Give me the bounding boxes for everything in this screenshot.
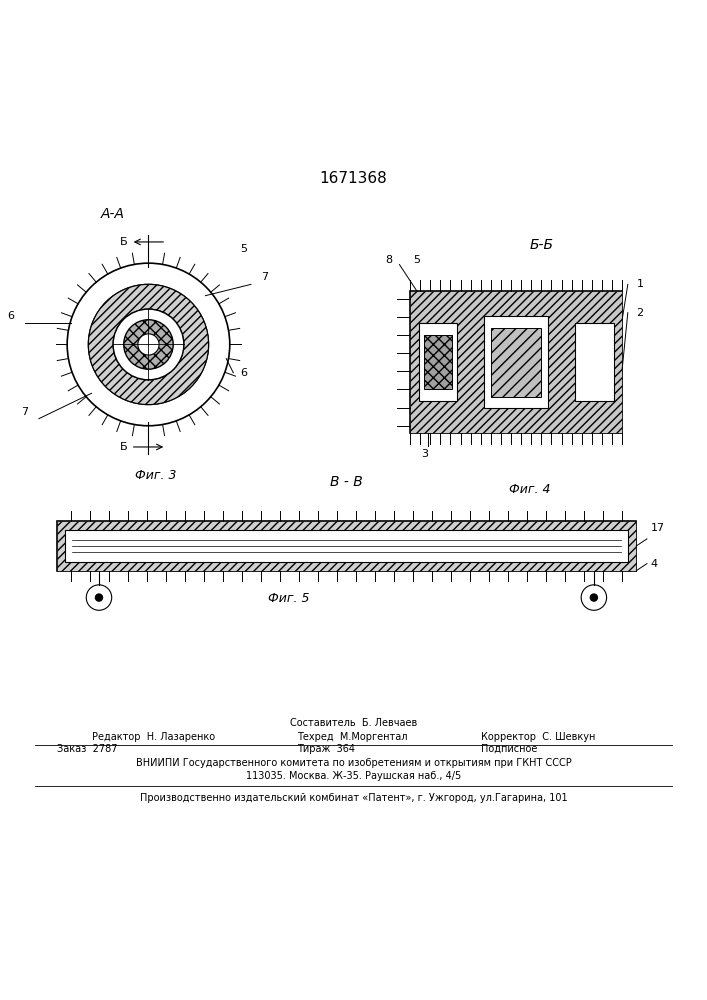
Text: Подписное: Подписное [481,744,537,754]
Text: 113035. Москва. Ж-35. Раушская наб., 4/5: 113035. Москва. Ж-35. Раушская наб., 4/5 [246,771,461,781]
Text: Тираж  364: Тираж 364 [297,744,355,754]
Bar [484,316,548,408]
Text: А-А: А-А [101,207,125,221]
Text: ВНИИПИ Государственного комитета по изобретениям и открытиям при ГКНТ СССР: ВНИИПИ Государственного комитета по изоб… [136,758,571,768]
Bar [491,328,541,397]
Text: Б: Б [120,442,127,452]
Text: 4: 4 [650,559,658,569]
Bar [65,530,628,562]
Circle shape [95,593,103,602]
Text: Производственно издательский комбинат «Патент», г. Ужгород, ул.Гагарина, 101: Производственно издательский комбинат «П… [140,793,567,803]
Text: Б: Б [120,237,127,247]
Text: 2: 2 [636,308,643,318]
Bar [575,323,614,401]
Circle shape [590,593,598,602]
Text: Фиг. 3: Фиг. 3 [135,469,176,482]
Text: 7: 7 [262,272,269,282]
Text: Составитель  Б. Левчаев: Составитель Б. Левчаев [290,718,417,728]
Text: 5: 5 [240,244,247,254]
Bar [419,323,457,401]
Text: Фиг. 5: Фиг. 5 [268,592,309,605]
Bar [424,335,452,389]
Text: Б-Б: Б-Б [530,238,554,252]
Text: Заказ  2787: Заказ 2787 [57,744,117,754]
Circle shape [113,309,184,380]
Text: 7: 7 [21,407,28,417]
Text: 1671368: 1671368 [320,171,387,186]
Bar [410,291,622,433]
Bar [410,291,622,433]
Text: Техред  М.Моргентал: Техред М.Моргентал [297,732,407,742]
Text: 8: 8 [385,255,392,265]
Text: Редактор  Н. Лазаренко: Редактор Н. Лазаренко [92,732,215,742]
Text: Фиг. 4: Фиг. 4 [510,483,551,496]
Bar [57,521,636,571]
Text: 17: 17 [650,523,665,533]
Text: 6: 6 [7,311,14,321]
Circle shape [138,334,159,355]
Text: В - В: В - В [330,475,363,489]
Bar [57,521,636,571]
Text: 3: 3 [421,449,428,459]
Text: 1: 1 [636,279,643,289]
Circle shape [88,284,209,405]
Text: Корректор  С. Шевкун: Корректор С. Шевкун [481,732,595,742]
Text: 5: 5 [414,255,421,265]
Circle shape [124,320,173,369]
Text: 6: 6 [240,368,247,378]
